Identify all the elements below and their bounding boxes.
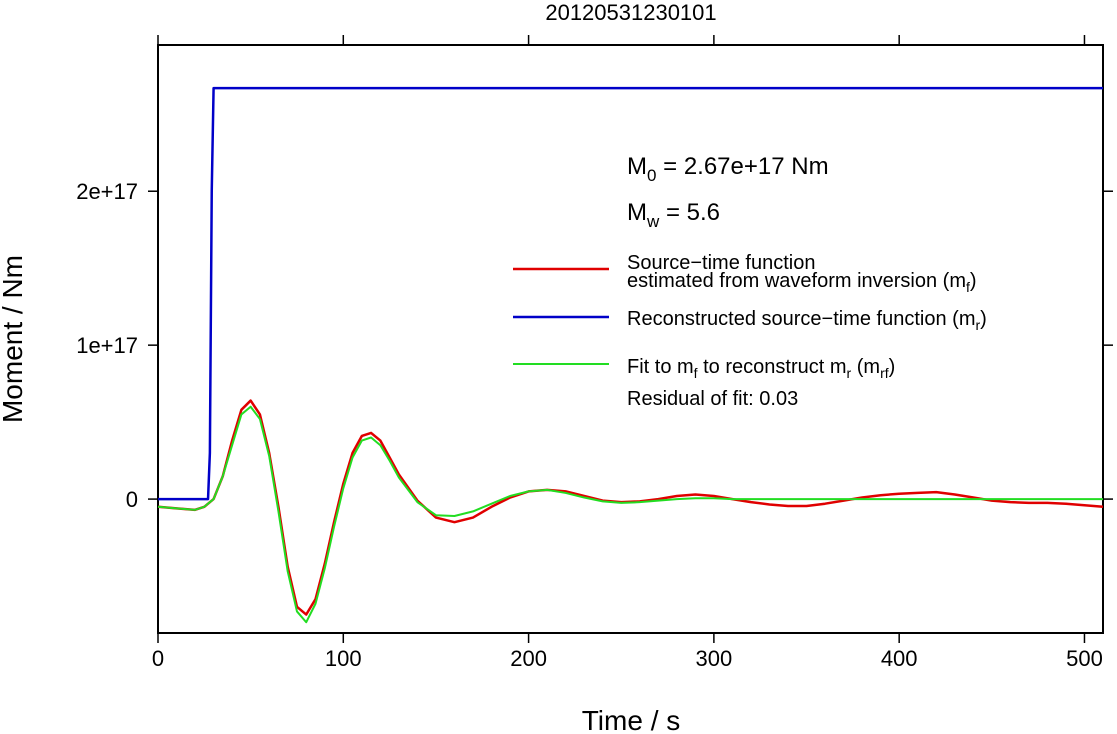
series-line-mr	[158, 86, 1103, 501]
x-axis-ticks: 0 100 200 300 400 500	[152, 35, 1103, 671]
x-axis-label: Time / s	[582, 705, 681, 734]
x-tick-label: 200	[510, 646, 547, 671]
seismic-moment-annotation: M0 = 2.67e+17 Nm	[627, 153, 829, 185]
series-line-mrf	[157, 405, 1103, 624]
x-tick-label: 0	[152, 646, 164, 671]
x-tick-label: 300	[696, 646, 733, 671]
x-tick-label: 400	[881, 646, 918, 671]
series-layer	[157, 86, 1104, 624]
y-axis-ticks: 0 1e+17 2e+17	[76, 179, 1113, 512]
y-tick-label: 2e+17	[76, 179, 138, 204]
legend-label-mr: Reconstructed source−time function (mr)	[627, 308, 987, 333]
legend: Source−time function estimated from wave…	[513, 252, 987, 410]
y-tick-label: 0	[126, 487, 138, 512]
x-tick-label: 500	[1066, 646, 1103, 671]
residual-annotation: Residual of fit: 0.03	[627, 388, 798, 410]
legend-label-mf-line2: estimated from waveform inversion (mf)	[627, 270, 977, 295]
legend-label-mf-line1: Source−time function	[627, 252, 815, 274]
y-tick-label: 1e+17	[76, 333, 138, 358]
x-tick-label: 100	[325, 646, 362, 671]
plot-frame	[157, 44, 1104, 634]
y-axis-label: Moment / Nm	[0, 255, 28, 423]
chart-title: 20120531230101	[545, 0, 716, 25]
moment-magnitude-annotation: Mw = 5.6	[627, 199, 720, 231]
legend-label-mrf: Fit to mf to reconstruct mr (mrf)	[627, 356, 895, 381]
series-line-mf	[157, 399, 1104, 616]
